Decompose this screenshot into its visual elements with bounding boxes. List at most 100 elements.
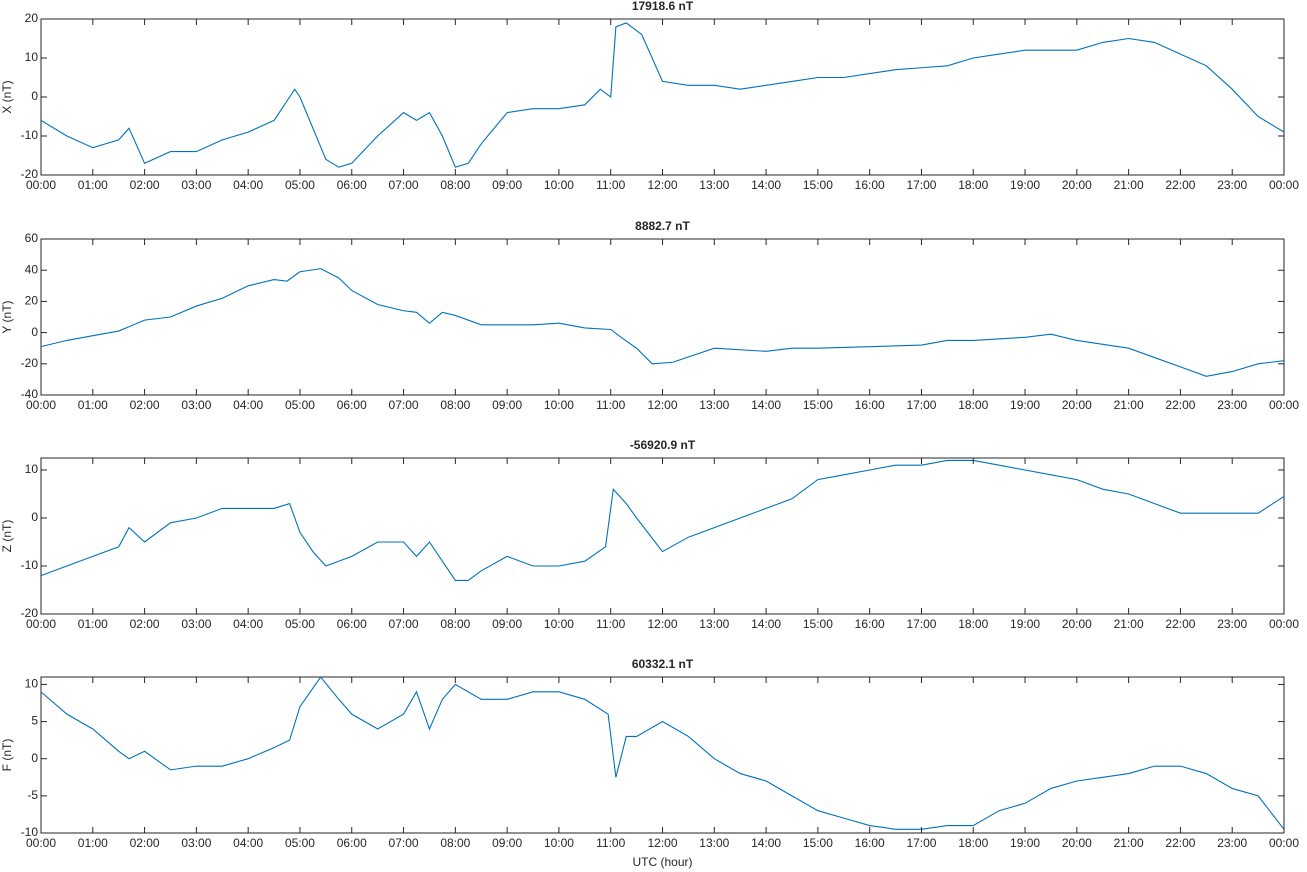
y-axis-label: Y (nT)	[0, 300, 14, 333]
x-tick-label: 15:00	[803, 178, 833, 192]
y-tick-label: 10	[25, 677, 39, 691]
x-tick-label: 21:00	[1114, 398, 1144, 412]
y-axis-label: X (nT)	[0, 80, 14, 113]
x-tick-label: 08:00	[440, 836, 470, 850]
y-tick-label: 20	[25, 11, 39, 25]
x-tick-label: 10:00	[544, 836, 574, 850]
x-tick-label: 01:00	[78, 617, 108, 631]
x-tick-label: 20:00	[1062, 398, 1092, 412]
x-tick-label: 00:00	[26, 398, 56, 412]
x-tick-label: 03:00	[181, 178, 211, 192]
x-tick-label: 07:00	[389, 836, 419, 850]
x-tick-label: 19:00	[1010, 178, 1040, 192]
x-tick-label: 00:00	[26, 836, 56, 850]
x-tick-label: 16:00	[855, 178, 885, 192]
chart-title: -56920.9 nT	[630, 438, 696, 452]
y-axis-label: Z (nT)	[0, 520, 14, 553]
y-tick-label: 0	[31, 325, 38, 339]
x-tick-label: 00:00	[1269, 178, 1299, 192]
x-tick-label: 05:00	[285, 398, 315, 412]
x-tick-label: 20:00	[1062, 617, 1092, 631]
x-tick-label: 22:00	[1165, 178, 1195, 192]
x-axis-label: UTC (hour)	[632, 855, 692, 869]
x-tick-label: 19:00	[1010, 617, 1040, 631]
y-tick-label: 60	[25, 231, 39, 245]
x-tick-label: 22:00	[1165, 398, 1195, 412]
x-tick-label: 18:00	[958, 398, 988, 412]
x-tick-label: 12:00	[647, 178, 677, 192]
axes-box	[40, 676, 1285, 834]
x-tick-label: 12:00	[647, 617, 677, 631]
y-tick-label: 0	[31, 89, 38, 103]
x-tick-label: 05:00	[285, 178, 315, 192]
y-tick-label: 5	[31, 714, 38, 728]
x-tick-label: 20:00	[1062, 836, 1092, 850]
x-tick-label: 18:00	[958, 178, 988, 192]
x-tick-label: 10:00	[544, 398, 574, 412]
x-tick-label: 23:00	[1217, 617, 1247, 631]
y-tick-label: 20	[25, 294, 39, 308]
x-tick-label: 14:00	[751, 617, 781, 631]
x-tick-label: 04:00	[233, 617, 263, 631]
axes-box	[40, 238, 1285, 396]
x-tick-label: 15:00	[803, 617, 833, 631]
x-tick-label: 17:00	[906, 398, 936, 412]
x-tick-label: 19:00	[1010, 398, 1040, 412]
x-tick-label: 21:00	[1114, 617, 1144, 631]
x-tick-label: 21:00	[1114, 178, 1144, 192]
y-tick-label: -10	[21, 558, 39, 572]
x-tick-label: 17:00	[906, 836, 936, 850]
x-tick-label: 09:00	[492, 836, 522, 850]
x-tick-label: 09:00	[492, 178, 522, 192]
x-tick-label: 21:00	[1114, 836, 1144, 850]
y-tick-label: -20	[21, 356, 39, 370]
x-tick-label: 20:00	[1062, 178, 1092, 192]
x-tick-label: 14:00	[751, 178, 781, 192]
x-tick-label: 09:00	[492, 398, 522, 412]
x-tick-label: 02:00	[130, 617, 160, 631]
x-tick-label: 11:00	[596, 836, 625, 850]
y-tick-label: -20	[21, 167, 39, 181]
axes-box	[40, 18, 1285, 176]
y-tick-label: -20	[21, 606, 39, 620]
x-tick-label: 14:00	[751, 836, 781, 850]
data-line	[40, 676, 1285, 830]
x-tick-label: 07:00	[389, 617, 419, 631]
x-tick-label: 04:00	[233, 836, 263, 850]
x-tick-label: 08:00	[440, 617, 470, 631]
y-tick-label: 40	[25, 262, 39, 276]
x-tick-label: 23:00	[1217, 398, 1247, 412]
x-tick-label: 12:00	[647, 398, 677, 412]
x-tick-label: 22:00	[1165, 617, 1195, 631]
x-tick-label: 01:00	[78, 398, 108, 412]
x-tick-label: 01:00	[78, 836, 108, 850]
y-tick-label: -10	[21, 128, 39, 142]
x-tick-label: 00:00	[1269, 836, 1299, 850]
y-axis-label: F (nT)	[0, 739, 14, 772]
axes-box	[40, 457, 1285, 615]
x-tick-label: 03:00	[181, 617, 211, 631]
x-tick-label: 03:00	[181, 398, 211, 412]
data-line	[40, 22, 1285, 168]
x-tick-label: 15:00	[803, 836, 833, 850]
x-tick-label: 00:00	[1269, 617, 1299, 631]
y-tick-label: -10	[21, 825, 39, 839]
chart-title: 60332.1 nT	[632, 657, 694, 671]
data-line	[40, 459, 1285, 581]
x-tick-label: 00:00	[26, 617, 56, 631]
x-tick-label: 02:00	[130, 178, 160, 192]
x-tick-label: 13:00	[699, 398, 729, 412]
x-tick-label: 05:00	[285, 617, 315, 631]
x-tick-label: 14:00	[751, 398, 781, 412]
y-tick-label: 0	[31, 510, 38, 524]
chart-title: 8882.7 nT	[635, 219, 690, 233]
x-tick-label: 13:00	[699, 617, 729, 631]
x-tick-label: 01:00	[78, 178, 108, 192]
x-tick-label: 13:00	[699, 178, 729, 192]
x-tick-label: 04:00	[233, 398, 263, 412]
x-tick-label: 07:00	[389, 178, 419, 192]
x-tick-label: 06:00	[337, 178, 367, 192]
x-tick-label: 02:00	[130, 398, 160, 412]
